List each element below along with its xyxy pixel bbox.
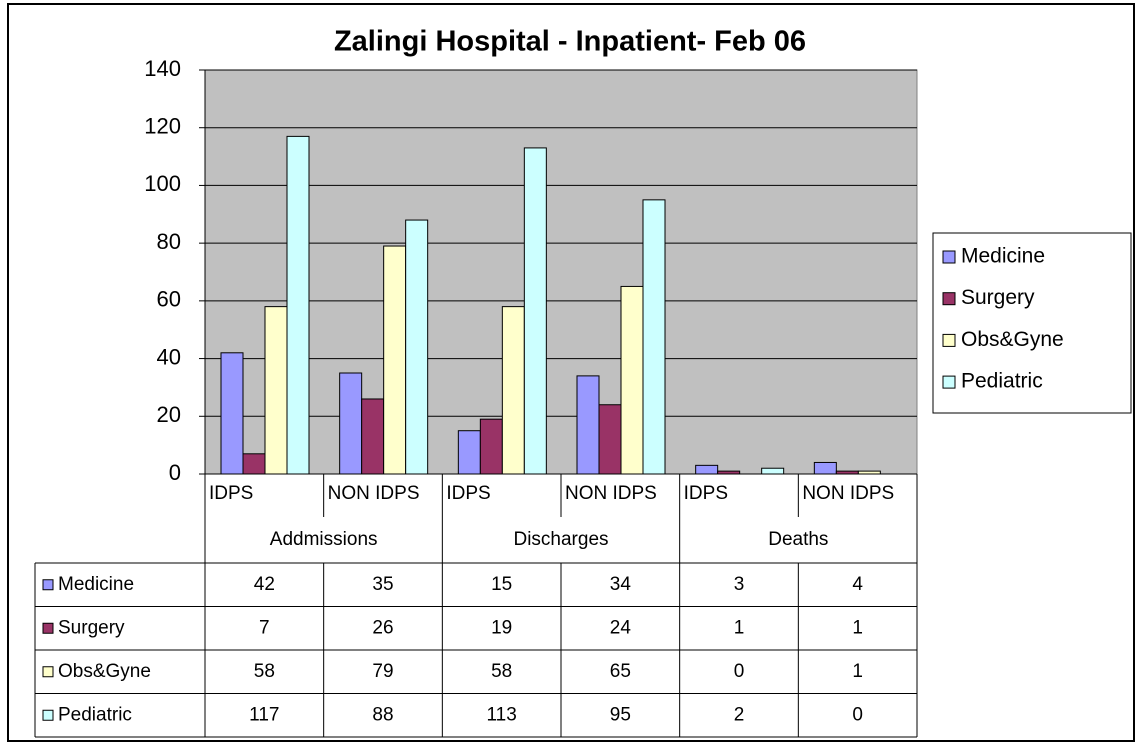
table-cell: 1	[852, 661, 863, 682]
table-cell: 113	[487, 704, 517, 725]
bar	[383, 245, 407, 475]
table-cell: 42	[254, 574, 275, 595]
table-cell: 1	[734, 617, 745, 638]
group-label: Deaths	[768, 529, 828, 550]
legend-label: Obs&Gyne	[961, 328, 1064, 351]
y-tick-label: 60	[157, 287, 181, 312]
table-cell: 95	[610, 704, 631, 725]
legend-key	[942, 375, 956, 389]
plot-area	[204, 69, 918, 475]
table-cell: 58	[491, 661, 512, 682]
bar	[339, 372, 363, 475]
legend-label: Medicine	[961, 245, 1045, 268]
group-label: Discharges	[513, 529, 608, 550]
table-cell: 3	[734, 574, 745, 595]
table-cell: 19	[491, 617, 512, 638]
x-tick-label: IDPS	[209, 483, 253, 504]
bar	[457, 430, 481, 475]
y-tick-label: 0	[169, 460, 181, 485]
bar	[405, 219, 429, 475]
table-cell: 26	[372, 617, 393, 638]
table-cell: 58	[254, 661, 275, 682]
y-tick-label: 120	[144, 114, 181, 139]
bar	[695, 464, 719, 475]
table-legend-key	[42, 622, 54, 634]
bar	[576, 375, 600, 475]
table-legend-key	[42, 666, 54, 678]
table-row-label: Medicine	[58, 574, 134, 595]
table-cell: 7	[259, 617, 270, 638]
table-cell: 24	[610, 617, 632, 638]
table-cell: 0	[734, 661, 745, 682]
bar	[523, 147, 547, 475]
bar	[479, 418, 503, 475]
group-label: Addmissions	[270, 529, 378, 550]
table-legend-key	[42, 579, 54, 591]
bar	[286, 135, 310, 475]
table-row-label: Pediatric	[58, 704, 132, 725]
table-row-label: Obs&Gyne	[58, 661, 151, 682]
x-tick-label: NON IDPS	[802, 483, 894, 504]
legend-label: Surgery	[961, 286, 1035, 309]
table-row-label: Surgery	[58, 617, 125, 638]
legend-key	[942, 250, 956, 264]
table-cell: 35	[372, 574, 393, 595]
table-cell: 34	[610, 574, 632, 595]
y-tick-label: 40	[157, 344, 181, 369]
bar	[813, 461, 837, 475]
table-cell: 0	[852, 704, 863, 725]
bar	[361, 398, 385, 475]
y-tick-label: 100	[144, 171, 181, 196]
table-legend-key	[42, 709, 54, 721]
table-cell: 15	[491, 574, 512, 595]
chart-title: Zalingi Hospital - Inpatient- Feb 06	[334, 26, 806, 58]
x-tick-label: IDPS	[446, 483, 490, 504]
legend-key	[942, 333, 956, 347]
x-tick-label: NON IDPS	[565, 483, 657, 504]
bar	[642, 199, 666, 475]
table-cell: 2	[734, 704, 745, 725]
bar	[264, 306, 288, 475]
table-cell: 79	[372, 661, 393, 682]
y-tick-label: 140	[144, 56, 181, 81]
legend-key	[942, 292, 956, 306]
table-cell: 1	[852, 617, 863, 638]
legend-label: Pediatric	[961, 370, 1043, 393]
y-tick-label: 20	[157, 402, 181, 427]
y-tick-label: 80	[157, 229, 181, 254]
table-cell: 65	[610, 661, 631, 682]
bar	[598, 404, 622, 475]
table-cell: 117	[249, 704, 279, 725]
x-tick-label: IDPS	[684, 483, 728, 504]
table-cell: 4	[852, 574, 863, 595]
bar	[620, 285, 644, 475]
bar	[501, 306, 525, 475]
bar	[242, 453, 266, 475]
table-cell: 88	[372, 704, 393, 725]
legend	[932, 232, 1132, 414]
bar	[761, 467, 785, 475]
bar	[220, 352, 244, 475]
x-tick-label: NON IDPS	[328, 483, 420, 504]
